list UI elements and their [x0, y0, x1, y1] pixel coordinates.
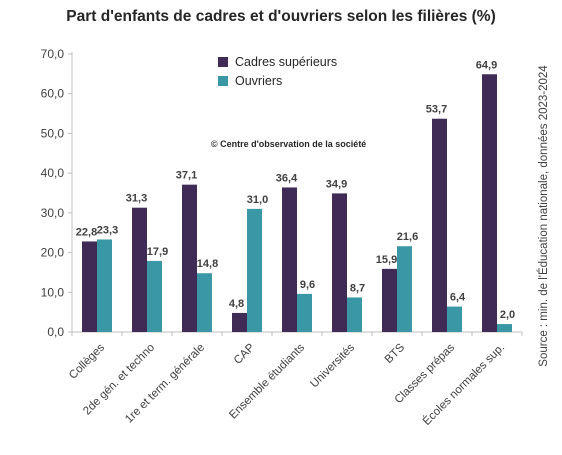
bar-ouvriers — [197, 273, 212, 332]
bar-cadres — [432, 118, 447, 332]
data-label-cadres: 22,8 — [76, 226, 97, 238]
bar-ouvriers — [347, 297, 362, 332]
data-label-cadres: 15,9 — [376, 254, 397, 266]
y-tick-label: 20,0 — [41, 246, 65, 260]
bar-ouvriers — [97, 239, 112, 332]
data-label-ouvriers: 21,6 — [397, 231, 418, 243]
data-label-ouvriers: 23,3 — [97, 224, 118, 236]
bar-ouvriers — [297, 293, 312, 332]
bar-cadres — [182, 184, 197, 332]
data-label-cadres: 37,1 — [176, 170, 197, 182]
data-label-ouvriers: 6,4 — [450, 292, 466, 304]
category-label: Collèges — [67, 341, 107, 381]
bar-cadres — [82, 241, 97, 332]
data-label-ouvriers: 17,9 — [147, 246, 168, 258]
data-label-cadres: 31,3 — [126, 193, 147, 205]
bar-cadres — [382, 268, 397, 332]
legend: Cadres supérieurs Ouvriers — [218, 52, 337, 90]
data-label-cadres: 53,7 — [426, 104, 447, 116]
bar-ouvriers — [447, 306, 462, 332]
category-label: Universités — [308, 341, 357, 390]
data-label-cadres: 34,9 — [326, 178, 347, 190]
y-tick-label: 40,0 — [41, 166, 65, 180]
y-tick-label: 30,0 — [41, 206, 65, 220]
data-label-ouvriers: 8,7 — [350, 282, 365, 294]
category-label: CAP — [232, 341, 257, 366]
copyright-note: © Centre d'observation de la société — [211, 139, 367, 149]
bar-cadres — [282, 187, 297, 332]
bar-cadres — [232, 312, 247, 332]
y-tick-label: 50,0 — [41, 126, 65, 140]
bar-ouvriers — [397, 246, 412, 332]
data-label-cadres: 4,8 — [229, 298, 244, 310]
bar-ouvriers — [247, 208, 262, 332]
chart-title: Part d'enfants de cadres et d'ouvriers s… — [66, 8, 496, 25]
data-label-ouvriers: 31,0 — [247, 194, 268, 206]
legend-label-ouvriers: Ouvriers — [235, 73, 283, 88]
bar-ouvriers — [497, 324, 512, 332]
legend-swatch-cadres — [218, 56, 228, 67]
y-tick-label: 10,0 — [41, 285, 65, 299]
legend-label-cadres: Cadres supérieurs — [235, 54, 338, 69]
bar-cadres — [132, 207, 147, 332]
y-tick-label: 60,0 — [41, 87, 65, 101]
bar-ouvriers — [147, 260, 162, 332]
data-label-cadres: 36,4 — [276, 172, 298, 184]
bar-cadres — [332, 193, 347, 332]
category-label: BTS — [383, 341, 408, 366]
data-label-ouvriers: 2,0 — [500, 309, 515, 321]
legend-item-ouvriers: Ouvriers — [218, 71, 337, 90]
category-label: Écoles normales sup. — [420, 341, 507, 428]
y-tick-label: 70,0 — [41, 47, 65, 61]
y-tick-label: 0,0 — [47, 325, 64, 339]
data-label-cadres: 64,9 — [476, 59, 497, 71]
legend-swatch-ouvriers — [218, 75, 228, 86]
data-label-ouvriers: 9,6 — [300, 279, 315, 291]
source-note: Source : min. de l'Éducation nationale, … — [538, 65, 550, 367]
legend-item-cadres: Cadres supérieurs — [218, 52, 337, 71]
data-label-ouvriers: 14,8 — [197, 258, 218, 270]
bar-cadres — [482, 74, 497, 333]
